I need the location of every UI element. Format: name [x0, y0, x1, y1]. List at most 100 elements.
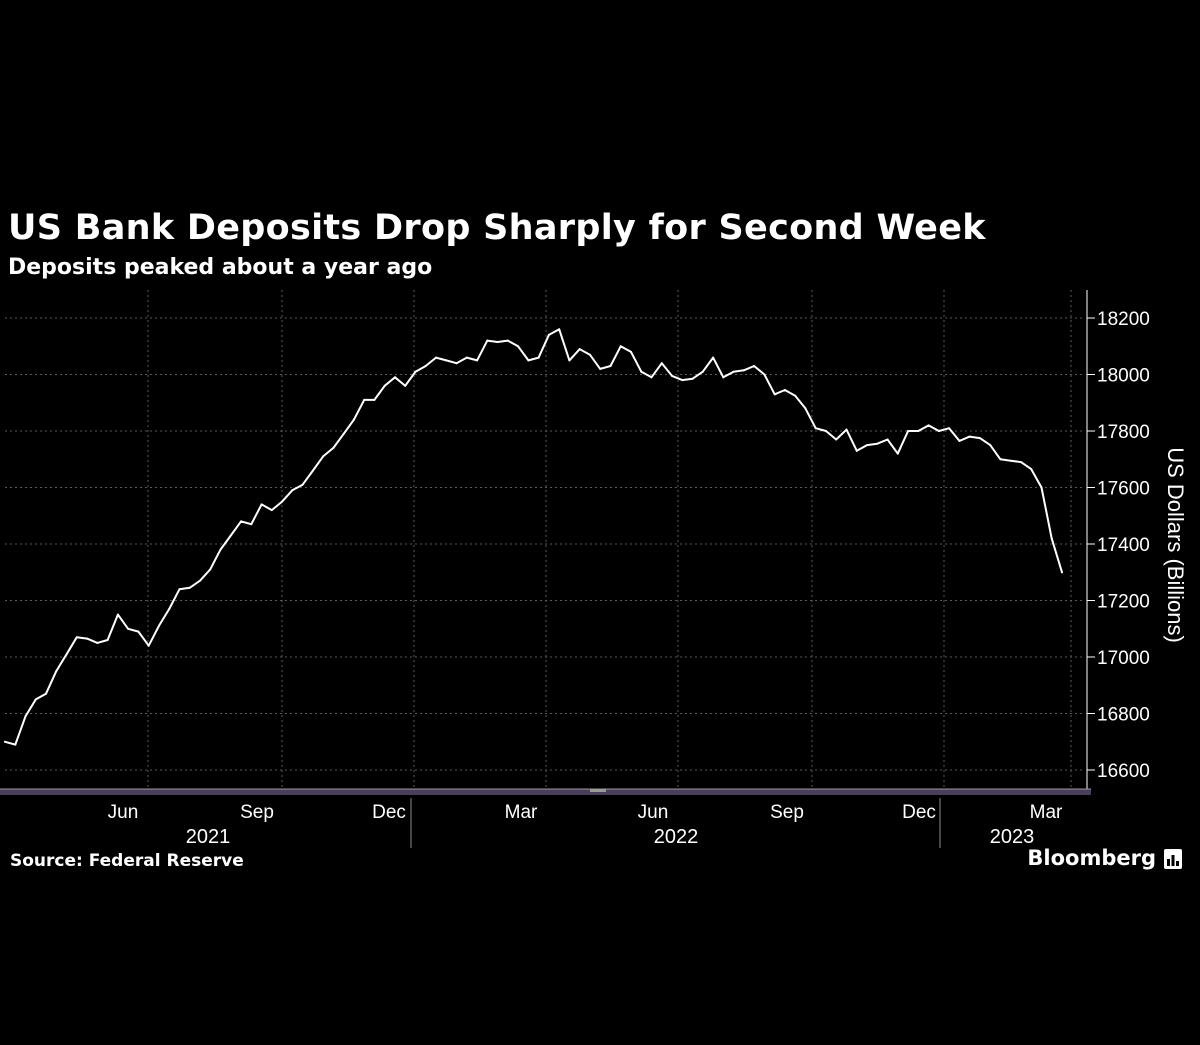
data-point: [435, 356, 437, 359]
data-point: [414, 370, 417, 373]
data-point: [1061, 571, 1063, 574]
data-point: [537, 356, 540, 359]
data-point: [178, 588, 181, 591]
data-point: [742, 369, 745, 372]
brand-name: Bloomberg: [1027, 846, 1156, 870]
data-point: [958, 439, 961, 442]
y-tick-label: 17800: [1097, 422, 1150, 443]
source-note: Source: Federal Reserve: [10, 851, 244, 871]
data-point: [691, 377, 694, 380]
data-point: [763, 373, 766, 376]
data-point: [547, 333, 550, 336]
data-point: [794, 394, 797, 397]
data-point: [209, 568, 212, 571]
data-point: [804, 407, 807, 410]
data-point: [825, 430, 827, 432]
x-tick-label: Sep: [240, 802, 274, 823]
data-point: [219, 548, 222, 551]
data-point: [24, 715, 27, 718]
data-point: [240, 520, 242, 523]
data-point: [96, 641, 99, 644]
x-tick-label: Jun: [638, 802, 669, 823]
data-point: [127, 627, 130, 630]
year-label: 2021: [186, 826, 231, 848]
data-point: [55, 670, 58, 673]
data-point: [352, 418, 355, 421]
data-point: [968, 435, 971, 438]
data-point: [322, 455, 325, 458]
data-point: [701, 370, 704, 373]
data-point: [342, 432, 345, 435]
data-point: [927, 424, 930, 427]
x-tick-label: Dec: [902, 802, 936, 823]
data-point: [753, 365, 756, 367]
x-axis-strip: [0, 789, 1091, 795]
data-point: [578, 348, 581, 351]
data-point: [773, 393, 776, 396]
data-point: [1009, 459, 1012, 462]
data-point: [250, 523, 253, 526]
data-point: [609, 365, 612, 367]
data-point: [1040, 486, 1043, 489]
data-point: [660, 362, 663, 365]
data-point: [4, 740, 6, 743]
y-axis-title: US Dollars (Billions): [1163, 447, 1188, 643]
data-point: [845, 428, 848, 431]
data-point: [989, 444, 992, 447]
data-point: [383, 384, 386, 387]
y-tick-label: 18200: [1097, 309, 1150, 330]
data-point: [14, 743, 17, 746]
data-point: [1030, 468, 1033, 471]
data-point: [291, 489, 294, 492]
data-point: [394, 376, 396, 379]
data-point: [34, 698, 37, 701]
data-point: [270, 509, 273, 512]
x-tick-label: Mar: [1030, 802, 1063, 823]
data-point: [311, 469, 314, 472]
data-point: [907, 430, 910, 432]
y-tick-label: 17000: [1097, 648, 1150, 669]
deposits-series-line: [4, 328, 1063, 746]
data-point: [147, 644, 150, 647]
data-point: [301, 483, 304, 486]
data-point: [999, 458, 1002, 461]
data-point: [424, 365, 427, 367]
data-point: [1020, 461, 1022, 464]
data-point: [75, 636, 78, 639]
data-point: [640, 370, 643, 373]
y-tick-label: 18000: [1097, 366, 1150, 387]
data-point: [229, 534, 232, 537]
data-point: [886, 438, 889, 441]
data-point: [783, 389, 786, 391]
x-tick-label: Jun: [108, 802, 139, 823]
data-point: [630, 350, 632, 353]
data-point: [65, 653, 68, 656]
data-point: [978, 437, 981, 440]
data-point: [168, 608, 171, 610]
data-point: [568, 359, 571, 362]
data-point: [732, 370, 735, 373]
data-point: [332, 446, 335, 449]
data-point: [937, 430, 940, 432]
data-point: [363, 398, 366, 401]
data-point: [157, 624, 160, 627]
y-tick-label: 17600: [1097, 479, 1150, 500]
data-point: [260, 503, 263, 506]
chart-subtitle: Deposits peaked about a year ago: [8, 255, 433, 280]
data-point: [1050, 537, 1053, 540]
data-point: [558, 328, 561, 331]
data-point: [465, 356, 468, 359]
y-tick-label: 16800: [1097, 705, 1150, 726]
data-point: [896, 452, 899, 455]
data-point: [650, 376, 653, 379]
bloomberg-chart-icon: [1164, 849, 1182, 869]
year-label: 2023: [990, 826, 1035, 848]
data-point: [712, 356, 715, 359]
x-tick-label: Dec: [372, 802, 406, 823]
data-point: [671, 374, 673, 377]
data-point: [588, 353, 591, 356]
data-point: [866, 444, 868, 447]
data-point: [599, 367, 602, 370]
y-tick-label: 17400: [1097, 535, 1150, 556]
